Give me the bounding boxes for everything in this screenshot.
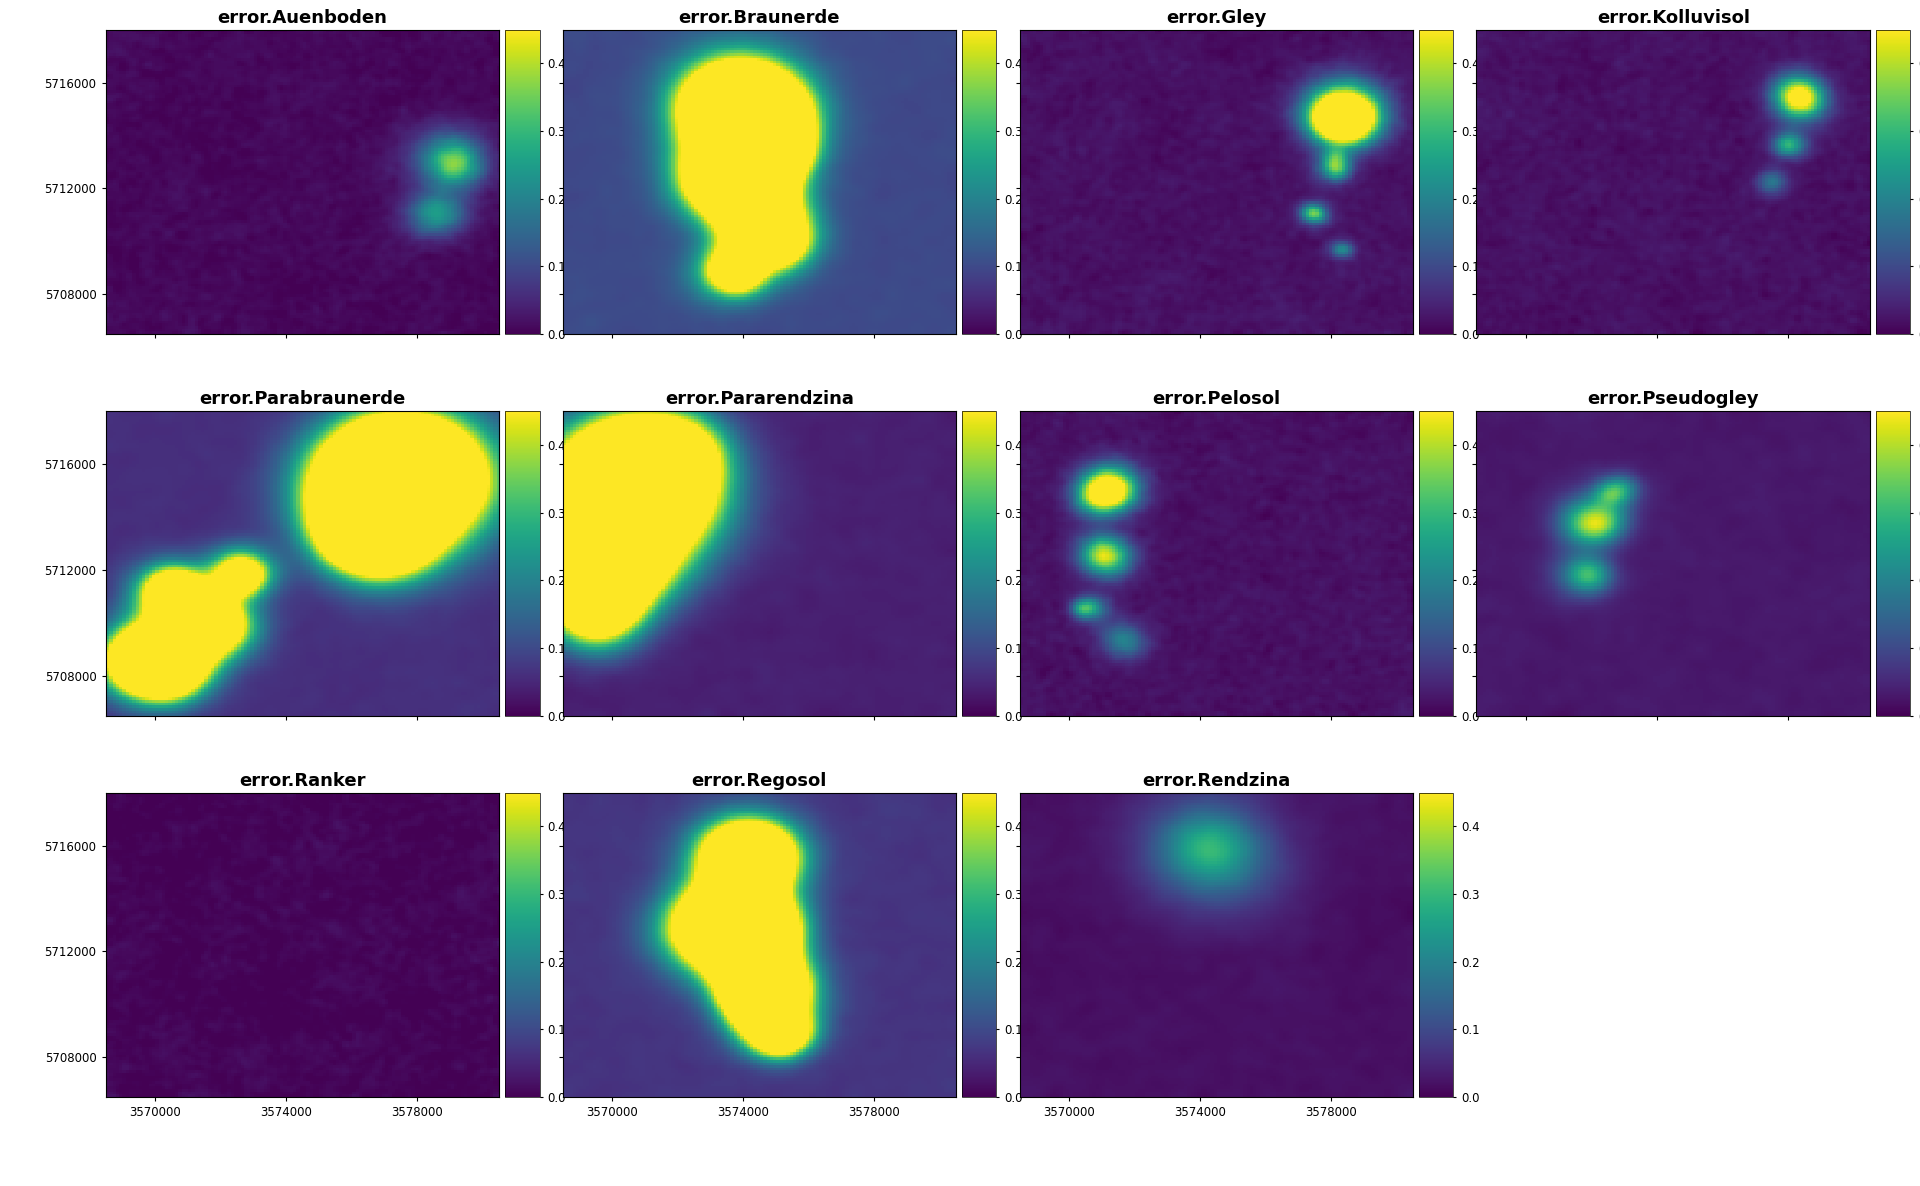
Title: error.Regosol: error.Regosol: [691, 772, 828, 790]
Title: error.Pseudogley: error.Pseudogley: [1588, 390, 1759, 408]
Title: error.Kolluvisol: error.Kolluvisol: [1597, 8, 1749, 27]
Title: error.Braunerde: error.Braunerde: [678, 8, 841, 27]
Title: error.Rendzina: error.Rendzina: [1142, 772, 1290, 790]
Title: error.Ranker: error.Ranker: [240, 772, 365, 790]
Title: error.Pelosol: error.Pelosol: [1152, 390, 1281, 408]
Title: error.Auenboden: error.Auenboden: [217, 8, 388, 27]
Title: error.Pararendzina: error.Pararendzina: [664, 390, 854, 408]
Title: error.Parabraunerde: error.Parabraunerde: [200, 390, 405, 408]
Title: error.Gley: error.Gley: [1165, 8, 1267, 27]
